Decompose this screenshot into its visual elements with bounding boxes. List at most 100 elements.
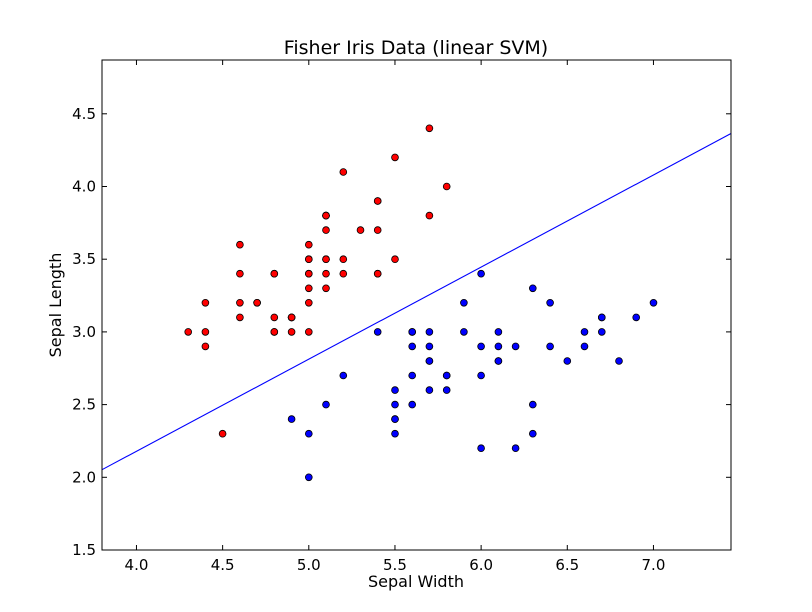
- data-point: [425, 342, 434, 351]
- data-point: [477, 269, 485, 278]
- chart-title: Fisher Iris Data (linear SVM): [284, 37, 548, 59]
- data-point: [373, 226, 382, 234]
- data-point: [425, 386, 434, 394]
- data-point: [304, 429, 313, 438]
- y-tick-label: 3.5: [72, 250, 96, 268]
- data-point: [322, 211, 330, 220]
- data-point: [304, 269, 313, 278]
- data-point: [201, 328, 210, 336]
- data-point: [304, 284, 313, 293]
- data-point: [391, 429, 399, 438]
- data-point: [339, 269, 348, 278]
- x-tick-label: 6.5: [555, 556, 579, 574]
- data-point: [391, 415, 399, 423]
- data-point: [184, 328, 193, 336]
- data-point: [236, 240, 244, 249]
- data-point: [580, 342, 589, 351]
- y-tick-label: 3.0: [72, 323, 96, 341]
- data-point: [477, 342, 485, 351]
- data-point: [460, 328, 468, 336]
- data-point: [597, 313, 606, 322]
- data-point: [391, 400, 399, 409]
- data-point: [201, 342, 210, 351]
- data-point: [287, 415, 296, 423]
- data-point: [408, 342, 417, 351]
- data-point: [391, 386, 399, 394]
- x-tick-label: 5.5: [383, 556, 407, 574]
- plot-content: [102, 124, 731, 482]
- data-point: [270, 313, 279, 322]
- data-point: [580, 328, 589, 336]
- data-point: [563, 357, 572, 365]
- data-point: [494, 357, 503, 365]
- data-point: [322, 284, 330, 293]
- x-tick-label: 4.0: [125, 556, 149, 574]
- data-point: [442, 386, 451, 394]
- x-tick-label: 5.0: [297, 556, 321, 574]
- data-point: [236, 313, 244, 322]
- data-point: [597, 328, 606, 336]
- data-point: [270, 269, 279, 278]
- data-point: [339, 255, 348, 264]
- x-tick-label: 4.5: [211, 556, 235, 574]
- plot-area: [102, 124, 731, 482]
- data-point: [304, 328, 313, 336]
- data-point: [649, 298, 658, 307]
- data-point: [425, 357, 434, 365]
- data-point: [304, 255, 313, 264]
- data-point: [236, 298, 244, 307]
- data-point: [546, 298, 554, 307]
- data-point: [528, 429, 537, 438]
- data-point: [511, 342, 520, 351]
- axis-ticks: 4.0 4.5 5.0 5.5 6.0 6.5 7.0 1.5 2.0 2.5 3.0 3.5 4.0 4…: [72, 60, 731, 574]
- data-point: [632, 313, 640, 322]
- y-tick-label: 2.0: [72, 468, 96, 486]
- y-tick-label: 1.5: [72, 541, 96, 559]
- data-point: [373, 269, 382, 278]
- plot-frame: [101, 59, 732, 551]
- data-point: [442, 182, 451, 191]
- data-point: [373, 197, 382, 205]
- data-point: [408, 328, 417, 336]
- data-point: [322, 226, 330, 234]
- data-point: [339, 168, 348, 176]
- data-point: [304, 240, 313, 249]
- data-point: [425, 124, 434, 133]
- data-point: [201, 298, 210, 307]
- data-point: [546, 342, 554, 351]
- data-point: [356, 226, 365, 234]
- data-point: [322, 269, 330, 278]
- data-point: [391, 153, 399, 162]
- y-tick-label: 4.0: [72, 177, 96, 195]
- data-point: [304, 473, 313, 482]
- data-point: [460, 298, 468, 307]
- data-point: [287, 328, 296, 336]
- data-point: [373, 328, 382, 336]
- data-point: [408, 400, 417, 409]
- data-point: [218, 429, 227, 438]
- data-point: [253, 298, 261, 307]
- x-tick-label: 7.0: [642, 556, 666, 574]
- data-point: [615, 357, 623, 365]
- x-axis-label: Sepal Width: [368, 572, 464, 591]
- data-point: [287, 313, 296, 322]
- data-point: [442, 371, 451, 380]
- data-point: [408, 371, 417, 380]
- data-point: [528, 284, 537, 293]
- y-tick-label: 4.5: [72, 105, 96, 123]
- x-tick-label: 6.0: [469, 556, 493, 574]
- data-point: [511, 444, 520, 453]
- y-axis-label: Sepal Length: [46, 253, 65, 358]
- data-point: [391, 255, 399, 264]
- data-point: [477, 444, 485, 453]
- data-point: [339, 371, 348, 380]
- data-point: [528, 400, 537, 409]
- data-point: [494, 328, 503, 336]
- data-point: [322, 255, 330, 264]
- decision-boundary-line: [102, 133, 731, 471]
- data-point: [494, 342, 503, 351]
- data-point: [425, 211, 434, 220]
- data-point: [477, 371, 485, 380]
- data-point: [304, 298, 313, 307]
